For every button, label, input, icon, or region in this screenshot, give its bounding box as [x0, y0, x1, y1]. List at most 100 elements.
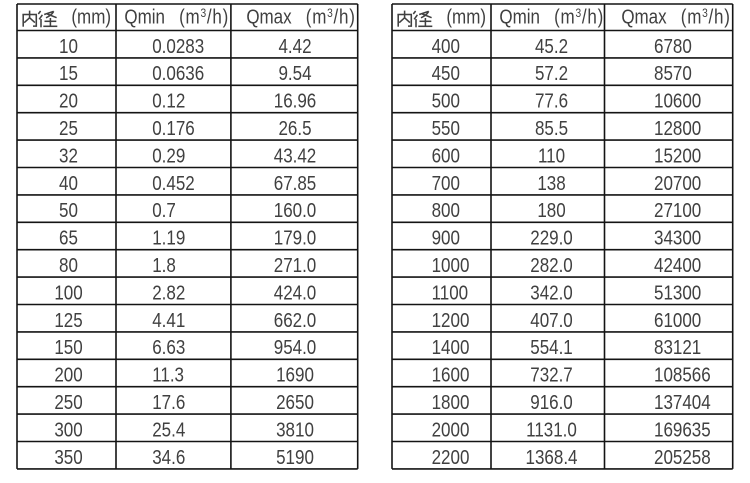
svg-text:450: 450 — [432, 62, 460, 85]
svg-text:85.5: 85.5 — [535, 117, 568, 140]
svg-text:0.452: 0.452 — [152, 171, 195, 194]
svg-text:6780: 6780 — [654, 34, 692, 57]
svg-text:424.0: 424.0 — [274, 281, 317, 304]
svg-text:500: 500 — [432, 89, 460, 112]
svg-text:229.0: 229.0 — [530, 226, 573, 249]
svg-text:26.5: 26.5 — [278, 117, 311, 140]
svg-text:8570: 8570 — [654, 62, 692, 85]
svg-text:108566: 108566 — [654, 363, 711, 386]
svg-text:25.4: 25.4 — [152, 418, 185, 441]
svg-text:Qmin (m3/h): Qmin (m3/h) — [499, 5, 604, 28]
svg-text:6.63: 6.63 — [152, 336, 185, 359]
svg-text:16.96: 16.96 — [274, 89, 317, 112]
svg-text:100: 100 — [54, 281, 82, 304]
svg-text:1000: 1000 — [432, 254, 470, 277]
svg-text:4.41: 4.41 — [152, 308, 185, 331]
svg-text:25: 25 — [59, 117, 78, 140]
svg-text:65: 65 — [59, 226, 78, 249]
svg-text:83121: 83121 — [654, 336, 701, 359]
svg-text:11.3: 11.3 — [152, 363, 184, 386]
svg-text:(mm): (mm) — [71, 5, 111, 28]
svg-text:2000: 2000 — [432, 418, 470, 441]
svg-text:45.2: 45.2 — [535, 34, 568, 57]
svg-text:1800: 1800 — [432, 391, 470, 414]
svg-text:0.0283: 0.0283 — [152, 34, 204, 57]
svg-text:50: 50 — [59, 199, 78, 222]
svg-text:1200: 1200 — [432, 308, 470, 331]
svg-text:407.0: 407.0 — [530, 308, 573, 331]
svg-text:160.0: 160.0 — [274, 199, 317, 222]
svg-text:137404: 137404 — [654, 391, 711, 414]
svg-text:1.8: 1.8 — [152, 254, 176, 277]
svg-text:4.42: 4.42 — [278, 34, 311, 57]
svg-text:17.6: 17.6 — [152, 391, 185, 414]
svg-text:0.12: 0.12 — [152, 89, 185, 112]
svg-text:1690: 1690 — [276, 363, 314, 386]
svg-text:125: 125 — [54, 308, 82, 331]
svg-text:1368.4: 1368.4 — [526, 445, 578, 468]
svg-text:77.6: 77.6 — [535, 89, 568, 112]
svg-text:916.0: 916.0 — [530, 391, 573, 414]
svg-text:40: 40 — [59, 171, 78, 194]
svg-text:43.42: 43.42 — [274, 144, 317, 167]
svg-text:27100: 27100 — [654, 199, 701, 222]
svg-text:1400: 1400 — [432, 336, 470, 359]
svg-text:Qmin (m3/h): Qmin (m3/h) — [124, 5, 229, 28]
svg-text:110: 110 — [538, 144, 565, 167]
svg-text:0.0636: 0.0636 — [152, 62, 204, 85]
svg-text:2200: 2200 — [432, 445, 470, 468]
svg-text:400: 400 — [432, 34, 460, 57]
svg-text:5190: 5190 — [276, 445, 314, 468]
svg-text:732.7: 732.7 — [530, 363, 573, 386]
svg-text:138: 138 — [537, 171, 565, 194]
svg-text:61000: 61000 — [654, 308, 701, 331]
svg-text:550: 550 — [432, 117, 460, 140]
svg-text:2650: 2650 — [276, 391, 314, 414]
svg-text:169635: 169635 — [654, 418, 711, 441]
svg-text:12800: 12800 — [654, 117, 701, 140]
svg-text:67.85: 67.85 — [274, 171, 317, 194]
svg-text:1.19: 1.19 — [152, 226, 185, 249]
svg-text:51300: 51300 — [654, 281, 701, 304]
svg-text:0.176: 0.176 — [152, 117, 195, 140]
svg-text:Qmax (m3/h): Qmax (m3/h) — [621, 5, 730, 28]
svg-text:300: 300 — [54, 418, 82, 441]
svg-text:(mm): (mm) — [446, 5, 486, 28]
svg-text:80: 80 — [59, 254, 78, 277]
svg-text:800: 800 — [432, 199, 460, 222]
svg-text:2.82: 2.82 — [152, 281, 185, 304]
svg-text:700: 700 — [432, 171, 460, 194]
svg-text:282.0: 282.0 — [530, 254, 573, 277]
svg-text:900: 900 — [432, 226, 460, 249]
svg-text:180: 180 — [537, 199, 565, 222]
svg-text:34.6: 34.6 — [152, 445, 185, 468]
svg-text:3810: 3810 — [276, 418, 314, 441]
svg-text:205258: 205258 — [654, 445, 711, 468]
svg-text:1100: 1100 — [432, 281, 469, 304]
svg-text:271.0: 271.0 — [274, 254, 317, 277]
svg-text:42400: 42400 — [654, 254, 701, 277]
svg-text:57.2: 57.2 — [535, 62, 568, 85]
svg-text:20: 20 — [59, 89, 78, 112]
svg-text:1600: 1600 — [432, 363, 470, 386]
svg-text:10: 10 — [59, 34, 78, 57]
svg-text:0.29: 0.29 — [152, 144, 185, 167]
svg-text:600: 600 — [432, 144, 460, 167]
svg-text:Qmax (m3/h): Qmax (m3/h) — [246, 5, 355, 28]
svg-text:1131.0: 1131.0 — [526, 418, 577, 441]
svg-text:9.54: 9.54 — [278, 62, 311, 85]
svg-text:15: 15 — [59, 62, 78, 85]
svg-text:15200: 15200 — [654, 144, 701, 167]
svg-text:954.0: 954.0 — [274, 336, 317, 359]
svg-text:179.0: 179.0 — [274, 226, 317, 249]
svg-text:34300: 34300 — [654, 226, 701, 249]
svg-text:200: 200 — [54, 363, 82, 386]
svg-text:342.0: 342.0 — [530, 281, 573, 304]
svg-text:350: 350 — [54, 445, 82, 468]
svg-text:554.1: 554.1 — [530, 336, 573, 359]
svg-text:10600: 10600 — [654, 89, 701, 112]
svg-text:250: 250 — [54, 391, 82, 414]
svg-text:32: 32 — [59, 144, 78, 167]
svg-text:20700: 20700 — [654, 171, 701, 194]
svg-text:662.0: 662.0 — [274, 308, 317, 331]
